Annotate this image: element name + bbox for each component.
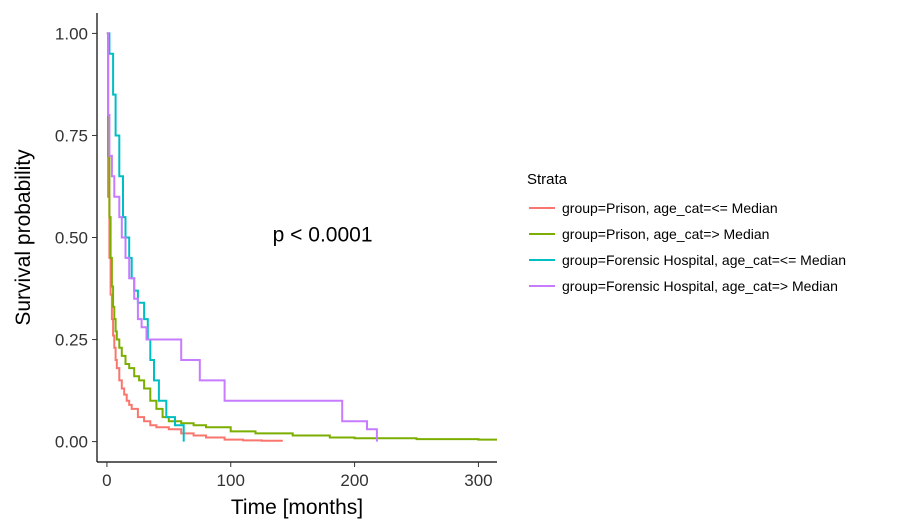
x-tick-label: 300 xyxy=(464,471,492,490)
series-lines xyxy=(106,32,497,442)
series-line-2 xyxy=(106,32,497,441)
series-line-4 xyxy=(106,32,378,442)
x-tick-label: 100 xyxy=(217,471,245,490)
legend-title: Strata xyxy=(527,171,568,188)
x-tick-label: 200 xyxy=(340,471,368,490)
x-tick-label: 0 xyxy=(102,471,111,490)
y-tick-label: 0.00 xyxy=(55,433,88,452)
y-tick-label: 0.25 xyxy=(55,331,88,350)
x-axis-title: Time [months] xyxy=(231,496,363,519)
legend-label: group=Prison, age_cat=> Median xyxy=(562,226,769,242)
legend-label: group=Prison, age_cat=<= Median xyxy=(562,200,778,216)
y-tick-label: 0.75 xyxy=(55,126,88,145)
p-value-annotation: p < 0.0001 xyxy=(273,224,373,247)
legend-label: group=Forensic Hospital, age_cat=<= Medi… xyxy=(562,252,846,268)
axes: 0.00 0.25 0.50 0.75 1.00 0 100 200 300 xyxy=(55,13,497,490)
y-axis-title: Survival probability xyxy=(12,149,35,326)
y-tick-label: 1.00 xyxy=(55,24,88,43)
legend-label: group=Forensic Hospital, age_cat=> Media… xyxy=(562,278,838,294)
series-line-1 xyxy=(106,32,283,442)
y-tick-label: 0.50 xyxy=(55,229,88,248)
legend: Strata group=Prison, age_cat=<= Median gr… xyxy=(527,171,846,294)
